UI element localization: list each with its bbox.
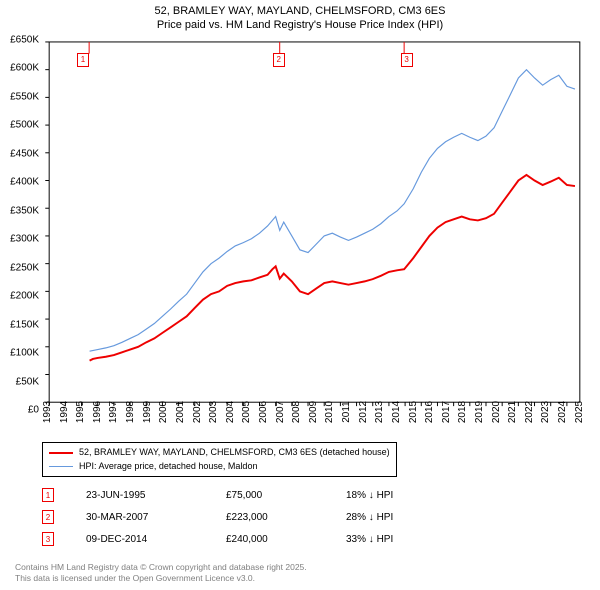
legend-label-price: 52, BRAMLEY WAY, MAYLAND, CHELMSFORD, CM…	[79, 446, 390, 460]
y-tick-label: £200K	[10, 291, 39, 302]
chart-area: £0£50K£100K£150K£200K£250K£300K£350K£400…	[42, 40, 587, 410]
x-tick-label: 2001	[175, 401, 186, 423]
y-tick-label: £150K	[10, 319, 39, 330]
footer-line2: This data is licensed under the Open Gov…	[15, 573, 255, 583]
x-tick-label: 1996	[92, 401, 103, 423]
legend-swatch-price	[49, 452, 73, 454]
sale-marker-3: 3	[401, 53, 413, 67]
sale-row: 1 23-JUN-1995£75,00018% ↓ HPI	[42, 484, 446, 506]
x-tick-label: 2011	[341, 401, 352, 423]
x-tick-label: 1994	[59, 401, 70, 423]
x-tick-label: 1999	[142, 401, 153, 423]
y-tick-label: £300K	[10, 234, 39, 245]
sale-delta: 33% ↓ HPI	[346, 534, 446, 545]
x-tick-label: 2014	[391, 401, 402, 423]
sale-marker-2: 2	[273, 53, 285, 67]
sale-delta: 18% ↓ HPI	[346, 490, 446, 501]
y-tick-label: £250K	[10, 262, 39, 273]
x-tick-label: 2013	[374, 401, 385, 423]
x-tick-label: 2019	[474, 401, 485, 423]
sale-date: 23-JUN-1995	[86, 490, 226, 501]
y-tick-label: £400K	[10, 177, 39, 188]
sale-date: 30-MAR-2007	[86, 512, 226, 523]
x-tick-label: 2002	[192, 401, 203, 423]
footer-attribution: Contains HM Land Registry data © Crown c…	[15, 562, 307, 584]
x-tick-label: 2025	[574, 401, 585, 423]
x-tick-label: 2017	[441, 401, 452, 423]
sale-marker-1: 1	[77, 53, 89, 67]
x-tick-label: 2008	[291, 401, 302, 423]
title-address: 52, BRAMLEY WAY, MAYLAND, CHELMSFORD, CM…	[155, 5, 446, 17]
x-tick-label: 1997	[108, 401, 119, 423]
y-tick-label: £500K	[10, 120, 39, 131]
x-tick-label: 2005	[241, 401, 252, 423]
y-tick-label: £50K	[16, 376, 39, 387]
x-tick-label: 2018	[457, 401, 468, 423]
x-tick-label: 2010	[324, 401, 335, 423]
y-tick-label: £350K	[10, 205, 39, 216]
sale-marker-icon: 2	[42, 510, 54, 524]
x-tick-label: 2004	[225, 401, 236, 423]
x-tick-label: 1998	[125, 401, 136, 423]
x-tick-label: 1993	[42, 401, 53, 423]
x-tick-label: 2024	[557, 401, 568, 423]
footer-line1: Contains HM Land Registry data © Crown c…	[15, 562, 307, 572]
sale-row: 2 30-MAR-2007£223,00028% ↓ HPI	[42, 506, 446, 528]
x-tick-label: 2012	[358, 401, 369, 423]
title-subtitle: Price paid vs. HM Land Registry's House …	[157, 19, 443, 31]
legend: 52, BRAMLEY WAY, MAYLAND, CHELMSFORD, CM…	[42, 442, 397, 477]
sale-price: £223,000	[226, 512, 346, 523]
legend-swatch-hpi	[49, 466, 73, 467]
sale-date: 09-DEC-2014	[86, 534, 226, 545]
x-tick-label: 2022	[524, 401, 535, 423]
y-tick-label: £600K	[10, 63, 39, 74]
sale-marker-icon: 3	[42, 532, 54, 546]
x-tick-label: 2016	[424, 401, 435, 423]
x-tick-label: 2009	[308, 401, 319, 423]
chart-svg	[42, 40, 587, 410]
x-tick-label: 1995	[75, 401, 86, 423]
sale-price: £240,000	[226, 534, 346, 545]
chart-container: 52, BRAMLEY WAY, MAYLAND, CHELMSFORD, CM…	[0, 0, 600, 590]
y-tick-label: £100K	[10, 348, 39, 359]
x-tick-label: 2007	[275, 401, 286, 423]
y-tick-label: £650K	[10, 35, 39, 46]
sales-table: 1 23-JUN-1995£75,00018% ↓ HPI 2 30-MAR-2007…	[42, 484, 446, 550]
sale-delta: 28% ↓ HPI	[346, 512, 446, 523]
sale-marker-icon: 1	[42, 488, 54, 502]
chart-title: 52, BRAMLEY WAY, MAYLAND, CHELMSFORD, CM…	[0, 0, 600, 33]
x-tick-label: 2003	[208, 401, 219, 423]
legend-label-hpi: HPI: Average price, detached house, Mald…	[79, 460, 257, 474]
x-tick-label: 2000	[158, 401, 169, 423]
x-tick-label: 2020	[491, 401, 502, 423]
x-tick-label: 2021	[507, 401, 518, 423]
x-tick-label: 2023	[540, 401, 551, 423]
y-tick-label: £450K	[10, 148, 39, 159]
legend-row-price: 52, BRAMLEY WAY, MAYLAND, CHELMSFORD, CM…	[49, 446, 390, 460]
legend-row-hpi: HPI: Average price, detached house, Mald…	[49, 460, 390, 474]
sale-price: £75,000	[226, 490, 346, 501]
sale-row: 3 09-DEC-2014£240,00033% ↓ HPI	[42, 528, 446, 550]
x-tick-label: 2015	[408, 401, 419, 423]
x-tick-label: 2006	[258, 401, 269, 423]
y-tick-label: £550K	[10, 91, 39, 102]
y-tick-label: £0	[28, 405, 39, 416]
